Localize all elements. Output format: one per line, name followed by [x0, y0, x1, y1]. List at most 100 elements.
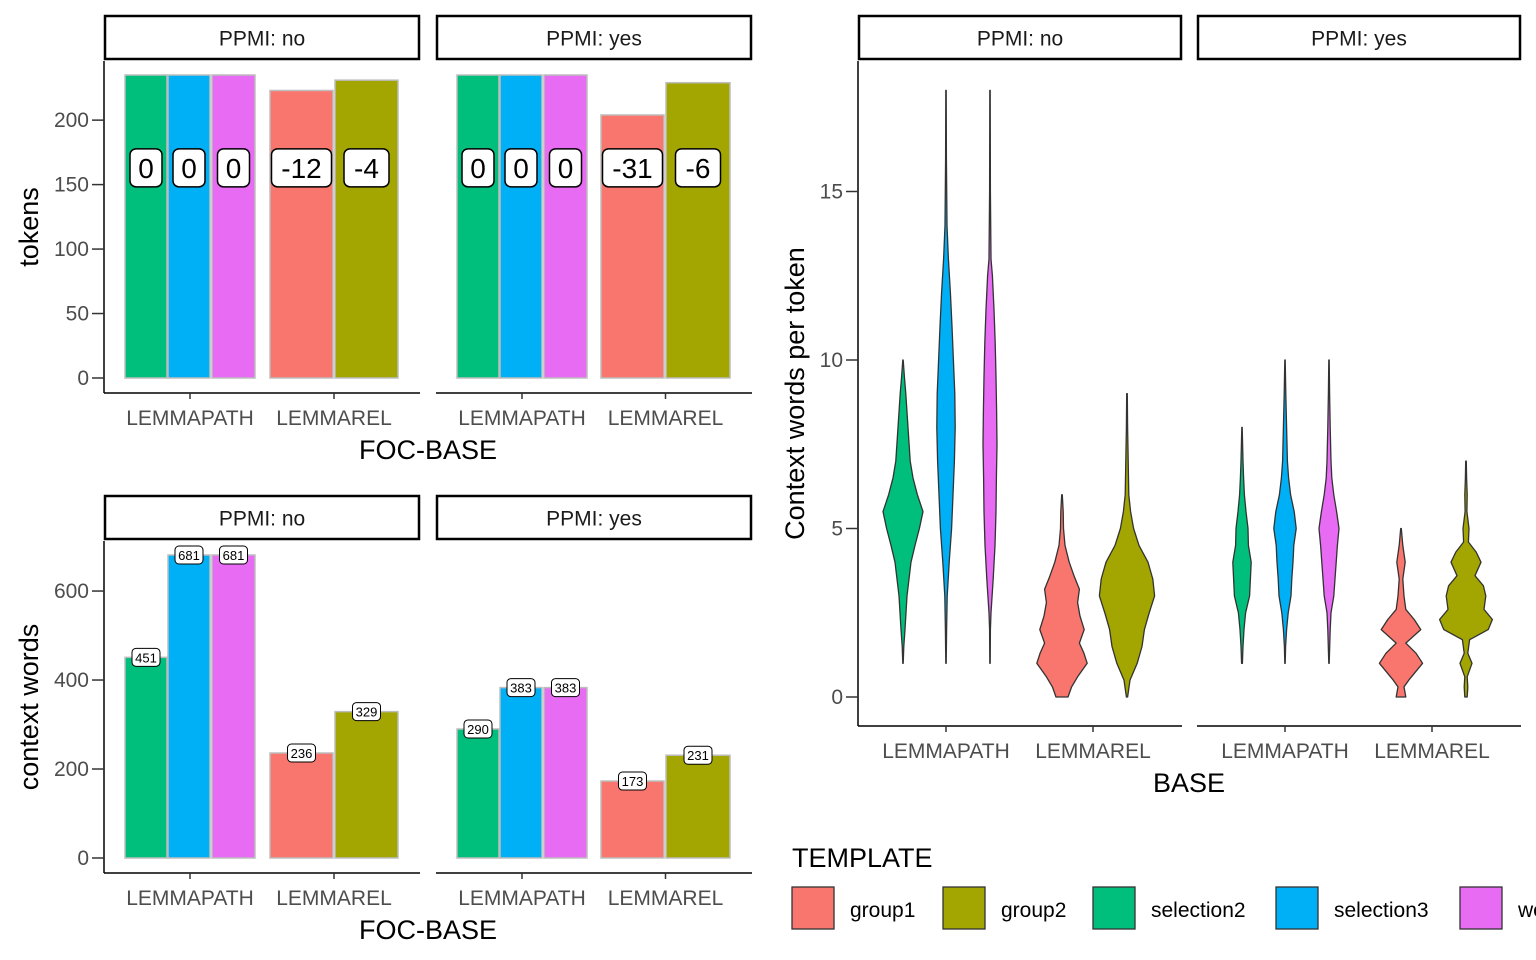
- y-axis-title: Context words per token: [780, 247, 810, 540]
- legend-items: group1 group2 selection2 selection3 we: [791, 886, 1536, 930]
- y-tick-label: 150: [54, 174, 89, 197]
- legend-key-swatch: [1459, 886, 1503, 930]
- facet-strip: [1196, 14, 1522, 61]
- y-tick-label: 200: [54, 758, 89, 781]
- x-tick-label: LEMMAPATH: [126, 887, 254, 910]
- bar-selection2: [456, 728, 500, 859]
- svg-text:-31: -31: [612, 153, 652, 184]
- bar-value-label: -12: [270, 148, 333, 188]
- legend-item-group1: group1: [791, 886, 915, 930]
- bar-group2: [334, 79, 399, 379]
- y-tick-label: 10: [820, 349, 843, 372]
- bar-weight: [543, 74, 588, 379]
- bar-selection2: [456, 74, 500, 379]
- legend-item-selection3: selection3: [1275, 886, 1429, 930]
- y-tick-label: 15: [820, 181, 843, 204]
- violin-group1: [1378, 527, 1424, 698]
- x-tick-label: LEMMAPATH: [882, 740, 1010, 763]
- svg-text:231: 231: [687, 748, 709, 763]
- bar-weight: [211, 554, 256, 859]
- legend-item-label: selection3: [1334, 899, 1429, 922]
- bar-value-label: 681: [174, 545, 204, 565]
- y-axis-title: tokens: [14, 187, 44, 267]
- violin-group1: [1036, 494, 1088, 698]
- x-tick-label: LEMMAPATH: [1221, 740, 1349, 763]
- violin-group2: [1098, 393, 1156, 698]
- facet-strip-label: PPMI: no: [219, 28, 305, 51]
- svg-text:681: 681: [178, 548, 200, 563]
- bar-group1: [269, 752, 334, 859]
- legend-item-group2: group2: [942, 886, 1066, 930]
- facet-panel: PPMI: no 451 681 681 236 329 LEMMAPATH LEMMAREL: [103, 494, 421, 910]
- legend-item-label: group1: [850, 899, 915, 922]
- bar-selection3: [167, 74, 211, 379]
- x-tick-label: LEMMAREL: [276, 887, 392, 910]
- y-tick-label: 600: [54, 580, 89, 603]
- bar-value-label: -4: [343, 148, 390, 188]
- bar-value-label: 0: [172, 148, 206, 188]
- legend-item-label: we: [1517, 899, 1536, 922]
- bar-group2: [665, 81, 731, 379]
- y-tick-label: 400: [54, 669, 89, 692]
- violin-selection3: [1273, 359, 1297, 664]
- svg-text:173: 173: [622, 774, 644, 789]
- bar-value-label: 0: [129, 148, 163, 188]
- violin-selection2: [882, 359, 924, 664]
- y-tick-label: 0: [77, 367, 89, 390]
- facet-strip: [435, 14, 753, 61]
- bar-value-label: 0: [548, 148, 583, 188]
- facet-strip-label: PPMI: no: [219, 508, 305, 531]
- violin-group2: [1438, 460, 1494, 698]
- y-tick-label: 50: [66, 303, 89, 326]
- svg-text:-6: -6: [686, 153, 711, 184]
- y-tick-label: 0: [77, 847, 89, 870]
- x-tick-label: LEMMAPATH: [458, 407, 586, 430]
- svg-text:0: 0: [470, 153, 486, 184]
- y-tick-label: 5: [831, 518, 843, 541]
- bar-selection3: [499, 686, 543, 859]
- svg-text:383: 383: [555, 681, 577, 696]
- bar-group2: [665, 754, 731, 859]
- facet-strip-label: PPMI: yes: [1311, 28, 1407, 51]
- svg-text:681: 681: [223, 548, 245, 563]
- x-tick-label: LEMMAREL: [608, 407, 724, 430]
- bar-selection3: [167, 554, 211, 859]
- bar-selection2: [124, 74, 168, 379]
- violin-weight: [982, 89, 998, 664]
- bar-group2: [334, 710, 399, 859]
- facet-strip: [103, 14, 421, 61]
- y-tick-label: 200: [54, 109, 89, 132]
- svg-text:290: 290: [467, 722, 489, 737]
- y-axis-title: context words: [14, 624, 44, 791]
- svg-text:0: 0: [138, 153, 154, 184]
- svg-text:0: 0: [181, 153, 197, 184]
- legend-item-weight: we: [1459, 886, 1536, 930]
- facet-strip: [103, 494, 421, 541]
- svg-text:451: 451: [135, 650, 157, 665]
- bar-selection3: [499, 74, 543, 379]
- bar-group1: [269, 89, 334, 379]
- bar-selection2: [124, 656, 168, 859]
- legend-item-label: group2: [1001, 899, 1066, 922]
- bar-value-label: 290: [463, 719, 493, 739]
- bar-value-label: 0: [504, 148, 538, 188]
- x-tick-label: LEMMAREL: [1035, 740, 1151, 763]
- x-axis-title: FOC-BASE: [359, 435, 497, 465]
- bar-value-label: 681: [219, 545, 248, 565]
- facet-strip-label: PPMI: no: [977, 28, 1063, 51]
- y-tick-label: 100: [54, 238, 89, 261]
- x-tick-label: LEMMAREL: [1374, 740, 1490, 763]
- svg-text:-4: -4: [354, 153, 379, 184]
- bar-value-label: -6: [674, 148, 722, 188]
- legend-key-swatch: [942, 886, 986, 930]
- bar-value-label: 451: [131, 647, 161, 667]
- bar-value-label: -31: [601, 148, 664, 188]
- facet-panel: PPMI: yes 290 383 383 173 231 LEMMAPATH LEMMARE…: [435, 494, 753, 910]
- x-axis-title: BASE: [1153, 768, 1225, 798]
- context-words-bar-chart: PPMI: no 451 681 681 236 329 LEMMAPATH LEMMAREL…: [14, 494, 753, 945]
- legend-key-swatch: [1092, 886, 1136, 930]
- bar-group1: [600, 780, 665, 859]
